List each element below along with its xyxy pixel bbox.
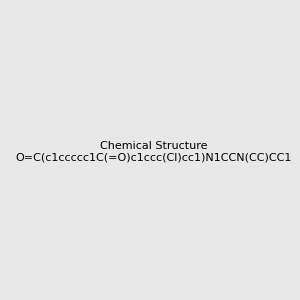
Text: Chemical Structure
O=C(c1ccccc1C(=O)c1ccc(Cl)cc1)N1CCN(CC)CC1: Chemical Structure O=C(c1ccccc1C(=O)c1cc… [16,141,292,162]
